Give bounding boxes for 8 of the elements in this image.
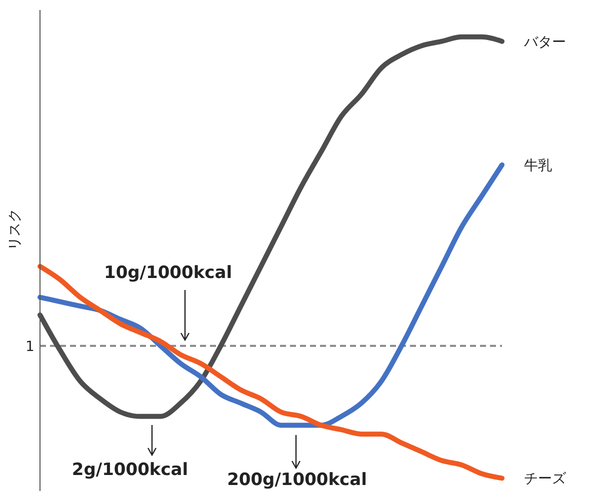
- text: 1: [26, 339, 34, 355]
- series-label: バター: [523, 34, 566, 50]
- annotation: 10g/1000kcal: [104, 263, 232, 283]
- series-label: 牛乳: [524, 158, 552, 174]
- annotation: 2g/1000kcal: [72, 460, 188, 480]
- y-axis-title: リスク: [6, 208, 23, 250]
- annotation: 200g/1000kcal: [227, 470, 367, 490]
- series-label: チーズ: [524, 471, 567, 488]
